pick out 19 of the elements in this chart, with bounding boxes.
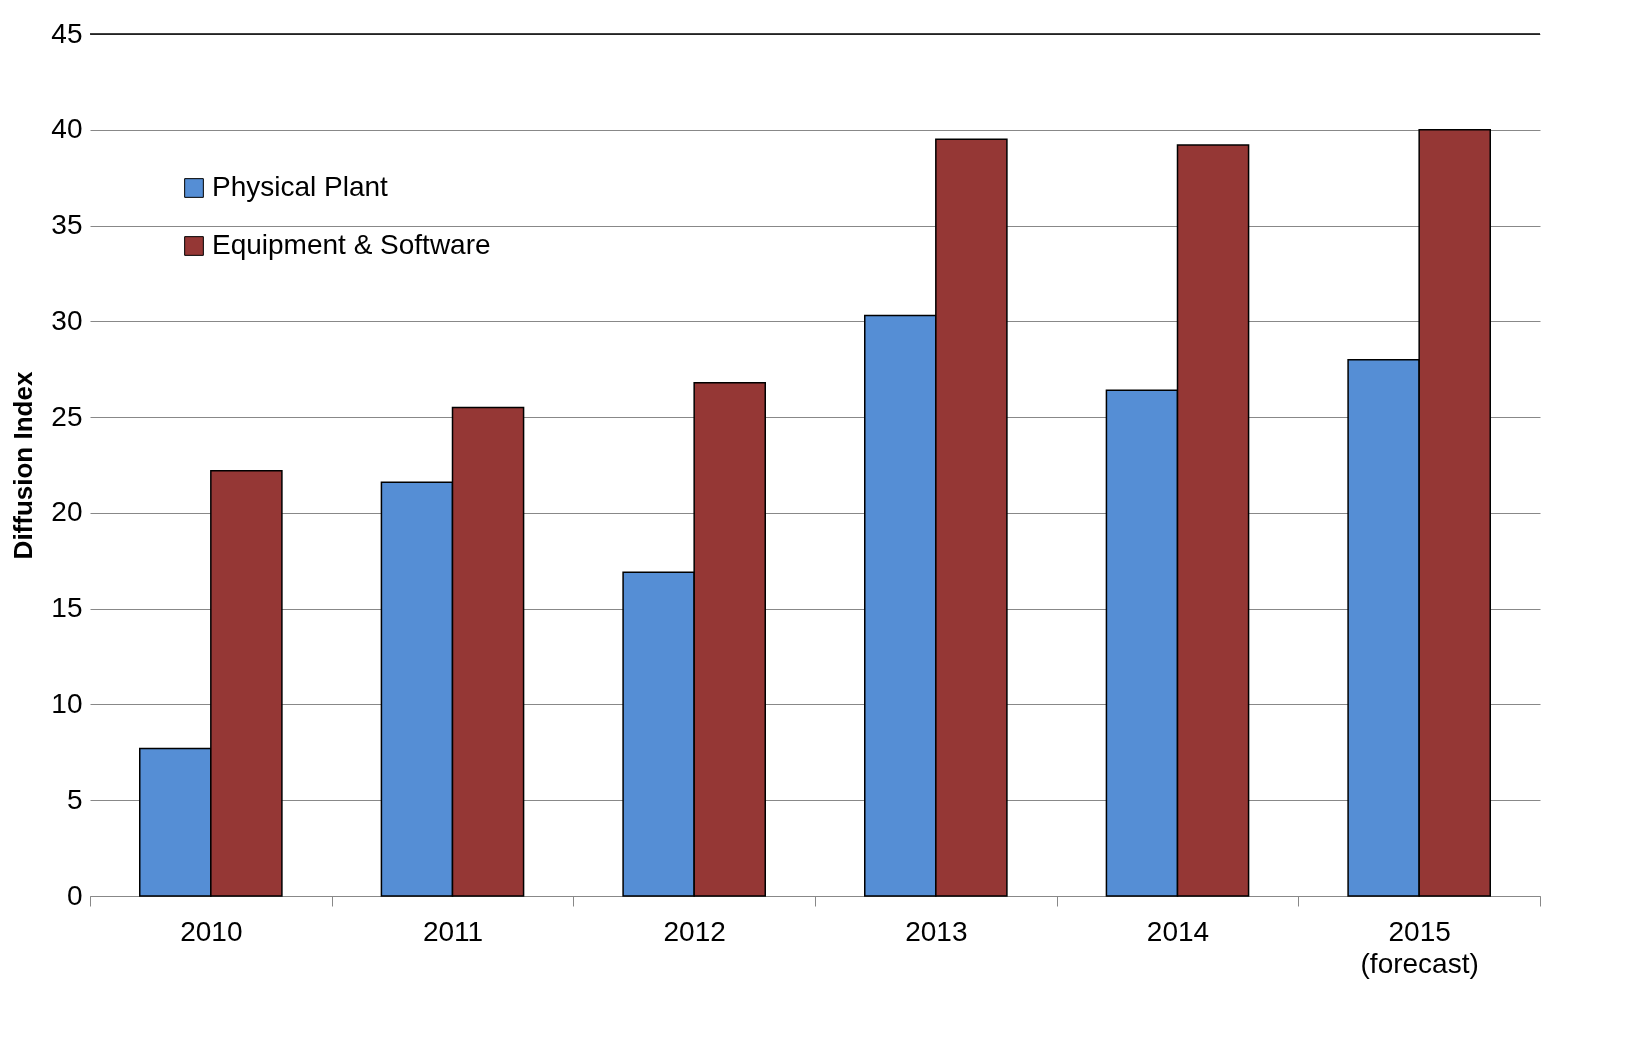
x-tick-label: 2013 [905,915,968,947]
y-tick-label: 15 [51,592,83,624]
y-tick-label: 10 [51,687,83,719]
x-tick-label: 2015 (forecast) [1360,915,1479,979]
x-tick-label: 2011 [422,915,484,947]
y-tick-label: 25 [51,400,83,432]
y-tick-label: 20 [51,496,83,528]
x-tick-label: 2012 [663,915,726,947]
y-axis-title: Diffusion Index [8,371,39,560]
x-tick-label: 2010 [180,915,243,947]
y-tick-label: 35 [51,209,83,241]
y-tick-label: 40 [51,113,83,145]
legend-label: Equipment & Software [212,229,491,260]
y-tick-label: 0 [66,879,83,911]
legend-label: Physical Plant [212,171,389,202]
y-tick-label: 5 [66,783,83,815]
y-tick-label: 30 [51,304,83,336]
y-tick-label: 45 [51,17,83,49]
x-tick-label: 2014 [1146,915,1210,947]
